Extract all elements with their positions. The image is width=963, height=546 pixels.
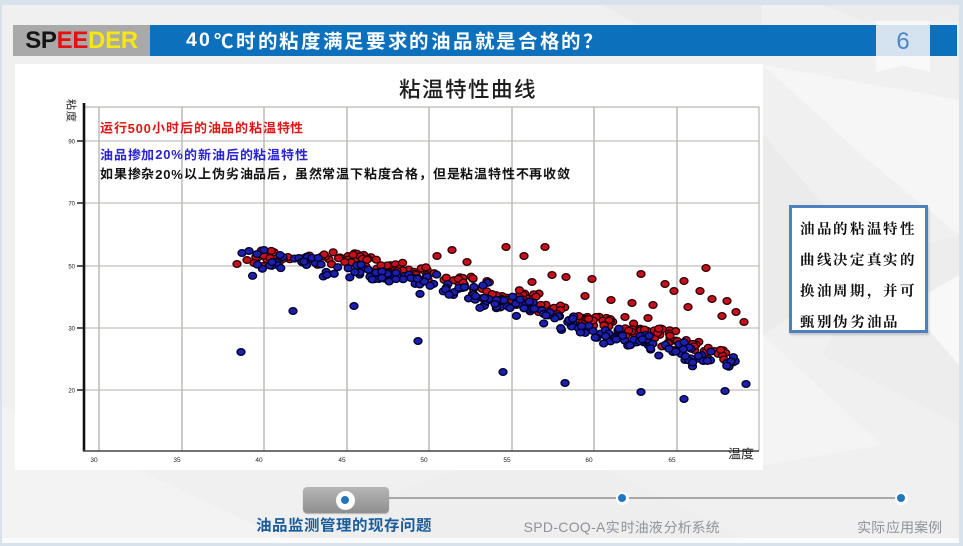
svg-text:55: 55 — [503, 457, 511, 464]
nav-step-1-dot[interactable] — [340, 495, 350, 505]
chart-annotation-black: 20% — [100, 167, 571, 182]
svg-text:50: 50 — [68, 265, 75, 271]
svg-text:50: 50 — [420, 457, 428, 464]
note-text — [800, 215, 920, 339]
page-number: 6 — [896, 28, 910, 55]
chart-xlabel — [728, 446, 754, 461]
chart-annotation-red: 500 — [100, 121, 304, 136]
nav-item-3-label[interactable] — [857, 519, 943, 535]
svg-text:20: 20 — [68, 389, 75, 395]
slide-title: 40 — [186, 25, 605, 56]
page-number-ribbon: 6 — [876, 21, 930, 72]
nav-item-1-label[interactable] — [256, 517, 432, 536]
logo-text: SPEEDER — [25, 26, 138, 54]
bottom-band — [2, 538, 959, 543]
svg-text:35: 35 — [173, 457, 181, 464]
chart-image: 90 70 50 30 20 30 35 40 45 50 55 60 65 — [15, 64, 763, 470]
svg-text:30: 30 — [68, 327, 75, 333]
ribbon-band — [876, 25, 930, 56]
nav-step-3-dot[interactable] — [896, 493, 906, 503]
svg-text:30: 30 — [90, 457, 98, 464]
svg-text:40: 40 — [255, 457, 263, 464]
logo: SPEEDER — [13, 25, 150, 56]
nav-progress-line — [389, 497, 901, 499]
chart-title — [399, 78, 537, 103]
nav-step-2-dot[interactable] — [617, 493, 627, 503]
svg-text:70: 70 — [68, 202, 75, 208]
note-box — [789, 205, 928, 333]
svg-text:45: 45 — [338, 457, 346, 464]
svg-text:65: 65 — [668, 457, 676, 464]
nav-item-2-label[interactable]: SPD-COQ-A — [524, 519, 721, 535]
logo-part-der: DER — [88, 26, 138, 54]
scatter-chart: 90 70 50 30 20 30 35 40 45 50 55 60 65 — [15, 64, 763, 470]
svg-text:90: 90 — [68, 140, 75, 146]
svg-text:60: 60 — [585, 457, 593, 464]
chart-ylabel — [64, 99, 77, 123]
logo-part-ee: EE — [56, 26, 89, 54]
logo-part-sp: SP — [25, 26, 57, 54]
chart-annotation-blue: 20% — [100, 147, 309, 162]
